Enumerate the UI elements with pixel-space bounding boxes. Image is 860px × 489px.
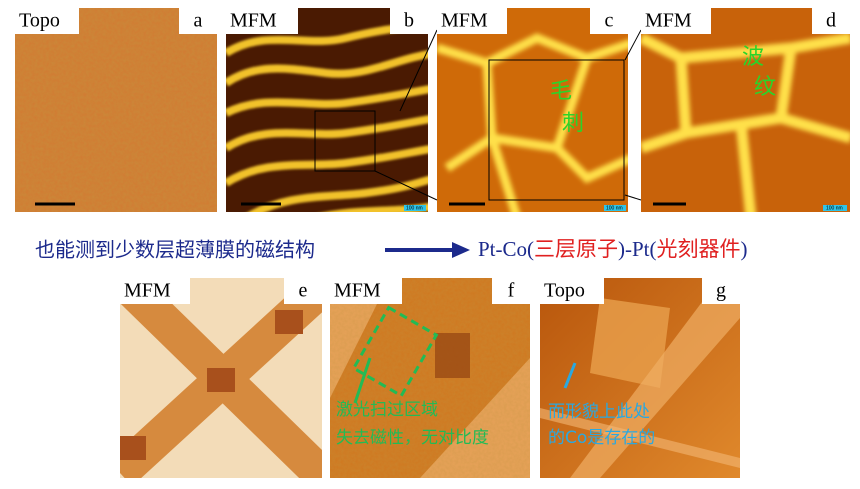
panel-label: Topo [544, 280, 585, 302]
panel-letter: g [716, 280, 726, 302]
letter-box [390, 8, 428, 34]
scale-label: 100 nm [406, 205, 423, 211]
panel-label: MFM [124, 280, 171, 302]
note: 波 [742, 45, 764, 70]
panel-label: MFM [334, 280, 381, 302]
panel-e [120, 278, 322, 478]
note: 毛 [550, 79, 572, 104]
note: 刺 [562, 111, 584, 136]
label-box [540, 278, 604, 304]
caption-part: ) [741, 237, 748, 261]
caption-part: 光刻器件 [657, 237, 741, 261]
note: 纹 [754, 75, 776, 100]
label-box [226, 8, 298, 34]
panel-label: MFM [230, 10, 277, 32]
panel-d: 100 nm [641, 8, 850, 212]
panel-g [540, 278, 740, 478]
label-box [330, 278, 402, 304]
panel-label: MFM [441, 10, 488, 32]
label-box [437, 8, 507, 34]
caption-part: Pt-Co( [478, 237, 534, 261]
caption-part: 三层原子 [534, 237, 618, 261]
caption-part: )-Pt( [618, 237, 657, 261]
panel-letter: d [826, 10, 836, 32]
caption-right: Pt-Co(三层原子)-Pt(光刻器件) [478, 237, 748, 261]
letter-box [702, 278, 740, 304]
letter-box [812, 8, 850, 34]
note: 失去磁性，无对比度 [336, 428, 489, 448]
letter-box [284, 278, 322, 304]
panel-b: 100 nm [226, 8, 428, 212]
letter-box [179, 8, 217, 34]
label-box [120, 278, 190, 304]
panel-letter: f [508, 280, 515, 302]
panel-c: 100 nm [437, 8, 628, 212]
panel-letter: c [605, 10, 614, 32]
panel-letter: b [404, 10, 414, 32]
caption: 也能测到少数层超薄膜的磁结构 [35, 238, 315, 262]
note: 而形貌上此处 [548, 402, 650, 422]
note: 的Co是存在的 [548, 428, 655, 448]
panel-label: MFM [645, 10, 692, 32]
panel-letter: e [299, 280, 308, 302]
letter-box [492, 278, 530, 304]
label-box [15, 8, 79, 34]
panel-label: Topo [19, 10, 60, 32]
label-box [641, 8, 711, 34]
panel-letter: a [194, 10, 203, 32]
scale-label: 100 nm [606, 205, 623, 211]
letter-box [590, 8, 628, 34]
scale-label: 100 nm [826, 205, 843, 211]
panel-a [15, 8, 217, 212]
note: 激光扫过区域 [336, 400, 438, 420]
panel-f [330, 278, 530, 478]
